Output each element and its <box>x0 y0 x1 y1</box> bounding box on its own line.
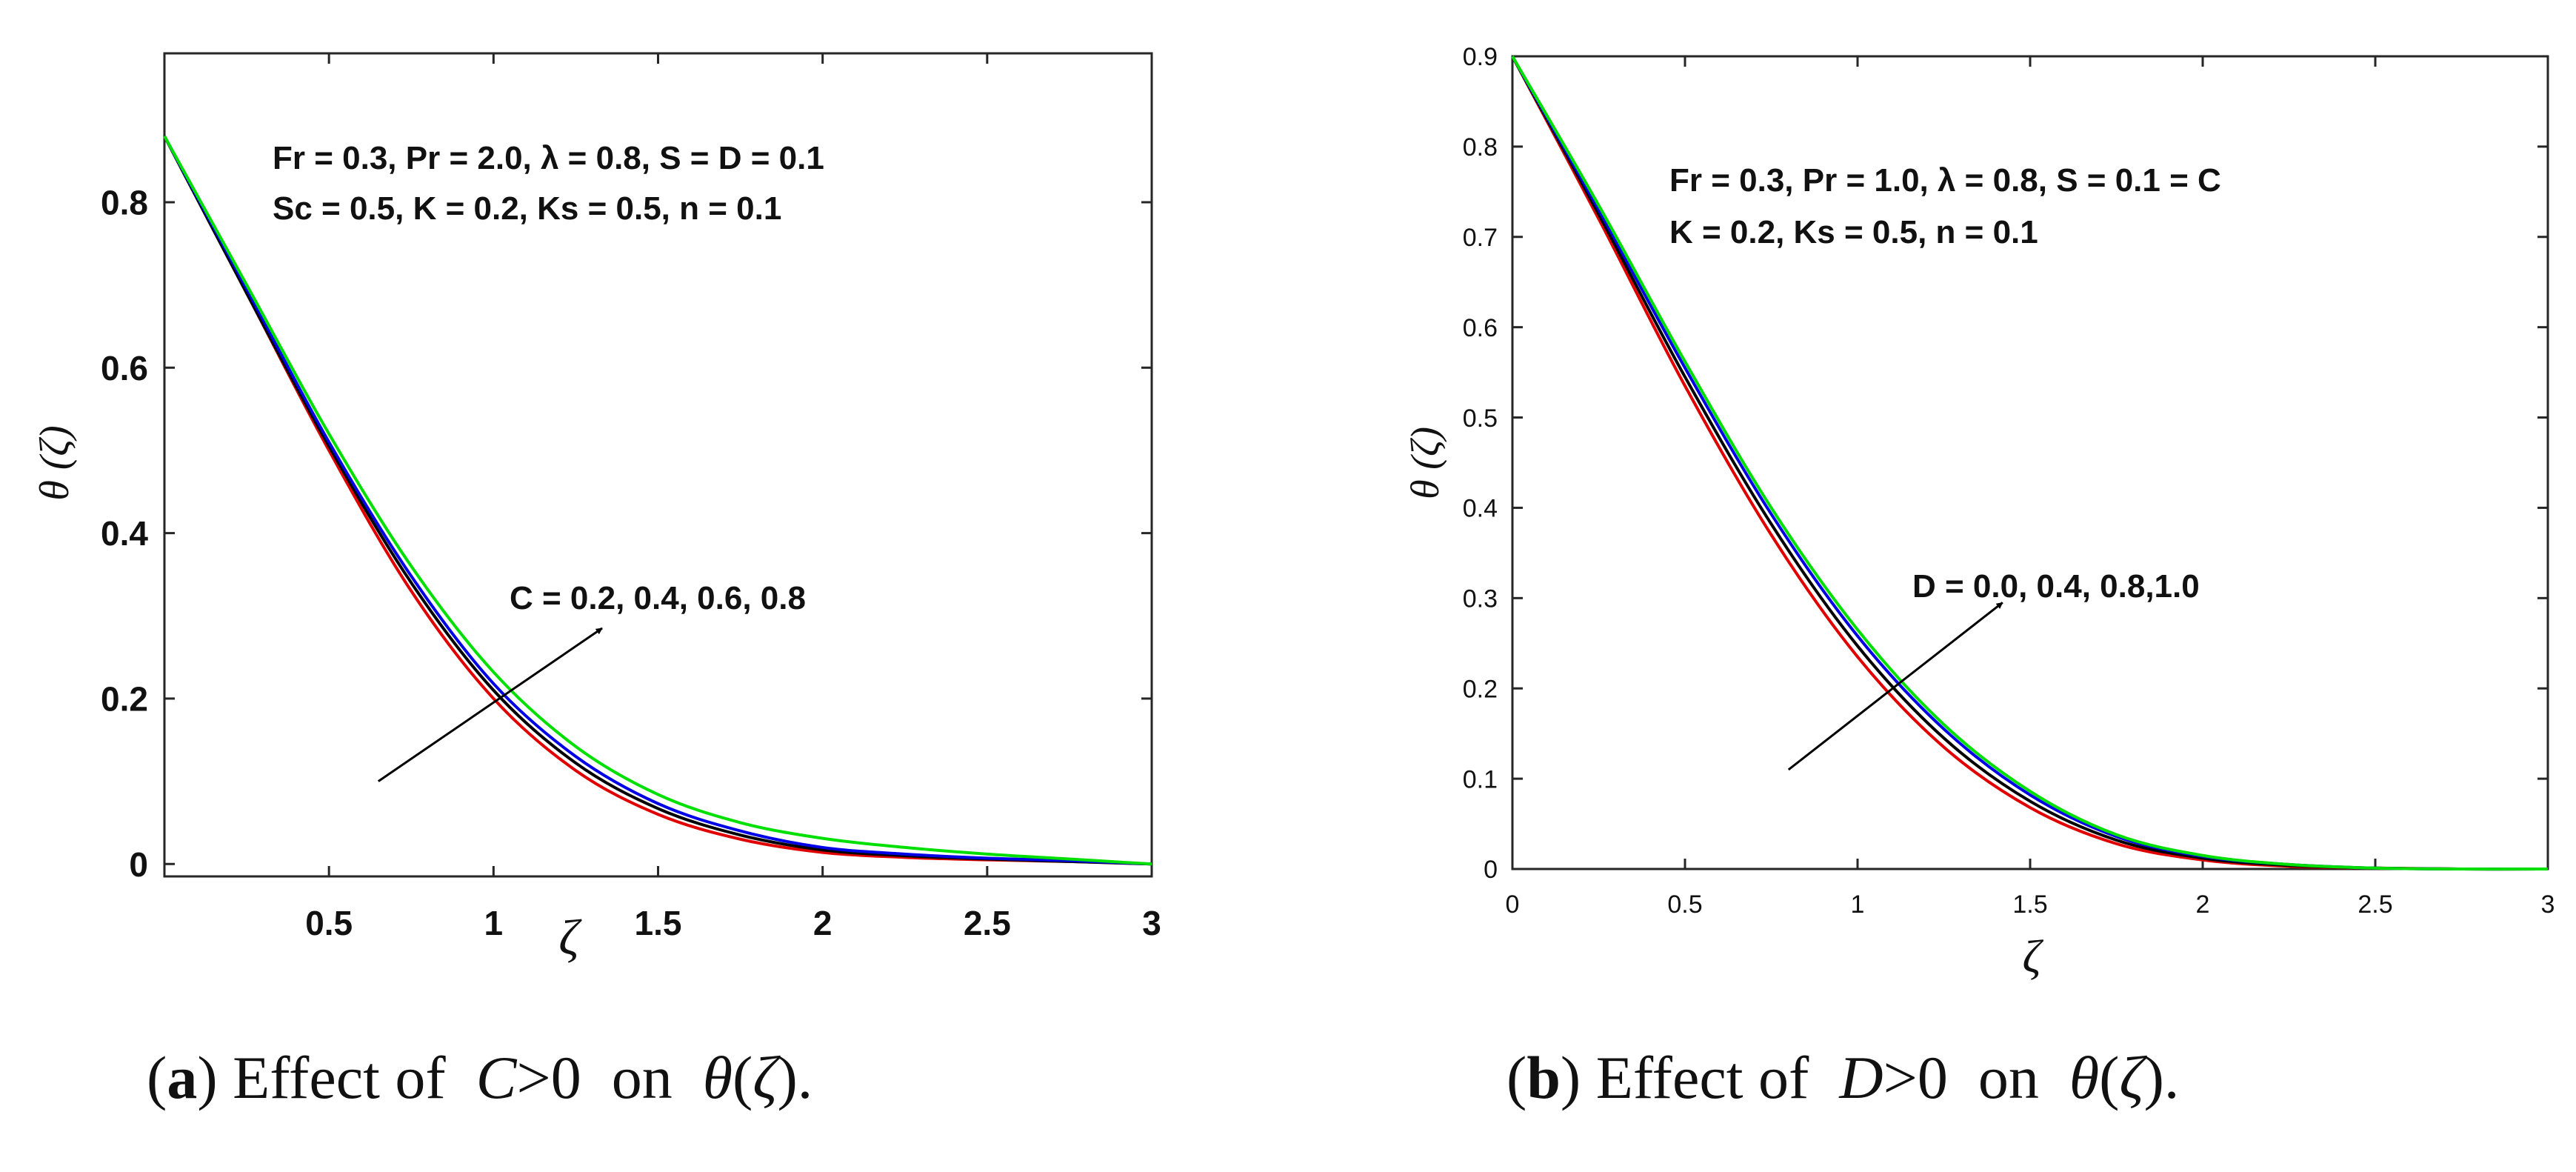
series-line-a-black <box>163 135 1152 866</box>
x-axis-label-b: ζ <box>2022 932 2043 982</box>
caption-rel-a: > <box>516 1044 551 1111</box>
y-tick-label-b: 0.4 <box>1463 495 1498 523</box>
y-tick-label-b: 0.3 <box>1463 585 1498 613</box>
y-axis-label-b: θ (ζ) <box>1403 427 1447 499</box>
y-tick-label-b: 0.9 <box>1463 43 1498 71</box>
caption-param-b: D <box>1839 1044 1883 1111</box>
caption-on-a: on <box>611 1044 673 1111</box>
caption-lparen-b: ( <box>2099 1044 2120 1111</box>
x-tick-label-b: 1.5 <box>2012 890 2047 919</box>
caption-end-b: . <box>2163 1044 2180 1111</box>
caption-value-a: 0 <box>550 1044 581 1111</box>
caption-func-b: θ <box>2069 1044 2100 1111</box>
x-tick-label-b: 2 <box>2196 890 2210 919</box>
trend-arrow-a <box>377 627 603 782</box>
x-tick-label-a: 1.5 <box>635 904 682 942</box>
x-tick-label-b: 0.5 <box>1667 890 1702 919</box>
caption-b: (b) Effect of D>0 on θ(ζ). <box>1506 1044 2180 1111</box>
x-tick-label-a: 2.5 <box>964 904 1011 942</box>
caption-label-a: a <box>167 1044 198 1111</box>
plot-frame-a <box>163 52 1153 878</box>
series-line-b-green <box>1511 55 2549 871</box>
y-tick-label-b: 0.6 <box>1463 314 1498 342</box>
ticks-a: 0.5 1 1.5 2 2.5 3 0 0.2 0.4 0.6 0.8 <box>101 53 1161 942</box>
y-tick-label-a: 0.8 <box>101 184 148 222</box>
x-tick-label-a: 3 <box>1142 904 1161 942</box>
series-line-a-red <box>163 135 1152 866</box>
caption-text-b: Effect of <box>1595 1044 1809 1111</box>
x-tick-label-a: 2 <box>813 904 832 942</box>
x-tick-label-a: 0.5 <box>305 904 353 942</box>
arrow-label-b: D = 0.0, 0.4, 0.8,1.0 <box>1912 568 2200 605</box>
x-axis-label-a: ζ <box>558 909 582 965</box>
caption-rparen-b: ) <box>2143 1044 2164 1111</box>
x-tick-label-b: 3 <box>2541 890 2555 919</box>
caption-rparen-a: ) <box>777 1044 798 1111</box>
annotation-line-2-a: Sc = 0.5, K = 0.2, Ks = 0.5, n = 0.1 <box>273 190 781 227</box>
caption-arg-b: ζ <box>2119 1044 2144 1111</box>
y-tick-label-a: 0.4 <box>101 514 148 553</box>
y-tick-label-b: 0.2 <box>1463 675 1498 703</box>
annotation-line-1-a: Fr = 0.3, Pr = 2.0, λ = 0.8, S = D = 0.1 <box>273 140 824 176</box>
x-tick-label-a: 1 <box>484 904 504 942</box>
chart-panel-a: 0.5 1 1.5 2 2.5 3 0 0.2 0.4 0.6 0.8 Fr = 0.3, Pr =… <box>32 52 1161 965</box>
y-tick-label-b: 0.8 <box>1463 133 1498 162</box>
caption-value-b: 0 <box>1917 1044 1948 1111</box>
y-tick-label-b: 0 <box>1484 856 1498 884</box>
series-group-b <box>1511 55 2549 871</box>
x-tick-label-b: 0 <box>1506 890 1520 919</box>
caption-param-a: C <box>476 1044 517 1111</box>
trend-arrow-b <box>1787 602 2003 771</box>
y-tick-label-a: 0.6 <box>101 349 148 387</box>
series-group-a <box>163 135 1152 866</box>
ticks-b: 0 0.5 1 1.5 2 2.5 3 0 0.1 0.2 0.3 0.4 0.5 0.6 0.7 0.8 0.… <box>1463 43 2555 919</box>
arrow-label-a: C = 0.2, 0.4, 0.6, 0.8 <box>510 580 806 616</box>
caption-func-a: θ <box>702 1044 733 1111</box>
x-tick-label-b: 2.5 <box>2358 890 2392 919</box>
caption-label-b: b <box>1526 1044 1561 1111</box>
y-axis-label-a: θ (ζ) <box>32 425 78 500</box>
series-line-a-blue <box>163 135 1152 866</box>
y-tick-label-a: 0.2 <box>101 679 148 718</box>
y-tick-label-b: 0.1 <box>1463 765 1498 793</box>
caption-rel-b: > <box>1883 1044 1918 1111</box>
caption-lparen-a: ( <box>732 1044 753 1111</box>
annotation-line-2-b: K = 0.2, Ks = 0.5, n = 0.1 <box>1669 214 2038 250</box>
y-tick-label-a: 0 <box>129 845 148 884</box>
annotation-line-1-b: Fr = 0.3, Pr = 1.0, λ = 0.8, S = 0.1 = C <box>1669 162 2221 199</box>
caption-a: (a) Effect of C>0 on θ(ζ). <box>147 1044 813 1111</box>
caption-end-a: . <box>797 1044 813 1111</box>
x-tick-label-b: 1 <box>1851 890 1865 919</box>
series-line-a-green <box>163 135 1152 866</box>
y-tick-label-b: 0.7 <box>1463 224 1498 252</box>
caption-on-b: on <box>1978 1044 2039 1111</box>
caption-arg-a: ζ <box>753 1044 778 1111</box>
y-tick-label-b: 0.5 <box>1463 404 1498 433</box>
chart-panel-b: 0 0.5 1 1.5 2 2.5 3 0 0.1 0.2 0.3 0.4 0.5 0.6 0.7 0.8 0.… <box>1403 43 2555 982</box>
caption-text-a: Effect of <box>233 1044 446 1111</box>
